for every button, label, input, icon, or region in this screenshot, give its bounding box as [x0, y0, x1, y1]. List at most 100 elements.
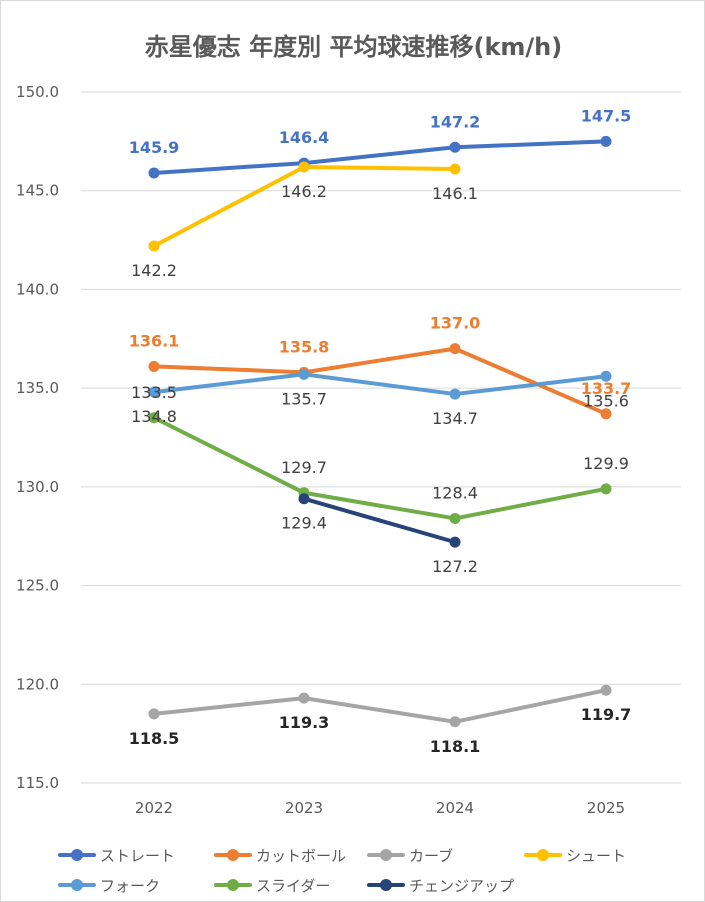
series-line: [152, 346, 608, 416]
legend-label: チェンジアップ: [409, 876, 515, 895]
legend-item: カットボール: [214, 841, 346, 869]
y-tick-label: 135.0: [16, 379, 59, 397]
data-point: [148, 386, 160, 398]
data-point: [600, 135, 612, 147]
legend-swatch: [214, 848, 252, 862]
data-label: 128.4: [432, 483, 478, 502]
y-tick-label: 115.0: [16, 774, 59, 792]
data-point: [449, 536, 461, 548]
series-6: [298, 493, 461, 548]
data-point: [148, 412, 160, 424]
data-label: 127.2: [432, 557, 478, 576]
legend: ストレート カットボール カーブ シュートフォーク スライダー チェンジアップ: [1, 839, 705, 899]
data-label: 133.7: [581, 379, 632, 398]
series-line: [152, 165, 457, 248]
y-axis-ticks: 150.0 145.0 140.0 135.0 130.0 125.0 120.0 115.0: [16, 83, 59, 792]
legend-swatch: [58, 878, 96, 892]
data-point: [298, 368, 310, 380]
legend-label: ストレート: [100, 846, 176, 865]
series-0: [148, 135, 612, 179]
legend-swatch: [524, 848, 562, 862]
data-point: [449, 512, 461, 524]
y-tick-label: 140.0: [16, 280, 59, 298]
legend-item: シュート: [524, 841, 626, 869]
legend-item: カーブ: [367, 841, 453, 869]
data-label: 137.0: [430, 314, 481, 333]
x-tick-label: 2022: [135, 799, 173, 817]
legend-label: シュート: [566, 846, 627, 865]
data-point: [600, 684, 612, 696]
data-label: 134.7: [432, 409, 478, 428]
data-label: 129.4: [281, 514, 327, 533]
legend-item: フォーク: [58, 871, 160, 899]
data-point: [148, 167, 160, 179]
data-point: [148, 240, 160, 252]
data-label: 119.3: [279, 713, 330, 732]
gridlines: [81, 91, 681, 784]
data-label: 145.9: [129, 138, 180, 157]
data-label: 119.7: [581, 705, 632, 724]
data-label: 129.9: [583, 454, 629, 473]
data-point: [148, 708, 160, 720]
series-line: [152, 688, 608, 724]
data-point: [298, 493, 310, 505]
series-2: [148, 684, 612, 728]
x-tick-label: 2025: [587, 799, 625, 817]
y-tick-label: 125.0: [16, 577, 59, 595]
data-point: [449, 388, 461, 400]
data-point: [449, 141, 461, 153]
series-3: [148, 161, 461, 252]
data-point: [449, 716, 461, 728]
data-label: 146.2: [281, 182, 327, 201]
data-point: [449, 163, 461, 175]
series-lines: [148, 135, 612, 728]
data-point: [298, 692, 310, 704]
data-labels: 145.9 146.4 147.2 147.5 136.1 135.8 137.0 133.7…: [129, 106, 632, 755]
series-1: [148, 343, 612, 420]
data-label: 129.7: [281, 458, 327, 477]
legend-swatch: [58, 848, 96, 862]
legend-item: スライダー: [214, 871, 330, 899]
data-point: [600, 483, 612, 495]
data-label: 147.5: [581, 106, 632, 125]
data-point: [600, 408, 612, 420]
y-tick-label: 150.0: [16, 83, 59, 101]
x-tick-label: 2024: [436, 799, 474, 817]
data-label: 135.7: [281, 389, 327, 408]
x-axis-ticks: 2022 2023 2024 2025: [135, 799, 625, 817]
legend-label: スライダー: [256, 876, 331, 895]
legend-item: ストレート: [58, 841, 175, 869]
series-line: [152, 372, 608, 397]
chart-title: 赤星優志 年度別 平均球速推移(km/h): [144, 33, 563, 61]
legend-label: フォーク: [100, 876, 161, 895]
y-tick-label: 120.0: [16, 675, 59, 693]
data-label: 135.6: [583, 391, 629, 410]
legend-label: カットボール: [256, 846, 347, 865]
data-label: 134.8: [131, 407, 177, 426]
series-line: [302, 496, 457, 545]
data-label: 142.2: [131, 261, 177, 280]
series-5: [148, 412, 612, 524]
legend-swatch: [214, 878, 252, 892]
data-label: 118.5: [129, 729, 180, 748]
series-line: [152, 139, 608, 175]
y-tick-label: 145.0: [16, 182, 59, 200]
legend-swatch: [367, 848, 405, 862]
plot-area: 150.0 145.0 140.0 135.0 130.0 125.0 120.0 115.0…: [16, 83, 681, 817]
data-label: 135.8: [279, 337, 330, 356]
data-label: 147.2: [430, 112, 481, 131]
data-point: [298, 161, 310, 173]
legend-label: カーブ: [409, 846, 454, 865]
data-label: 136.1: [129, 331, 180, 350]
data-point: [600, 370, 612, 382]
x-tick-label: 2023: [285, 799, 323, 817]
data-label: 146.4: [279, 128, 330, 147]
series-line: [152, 415, 608, 521]
data-label: 133.5: [131, 383, 177, 402]
data-point: [148, 360, 160, 372]
y-tick-label: 130.0: [16, 478, 59, 496]
series-4: [148, 368, 612, 400]
legend-item: チェンジアップ: [367, 871, 514, 899]
data-point: [449, 343, 461, 355]
